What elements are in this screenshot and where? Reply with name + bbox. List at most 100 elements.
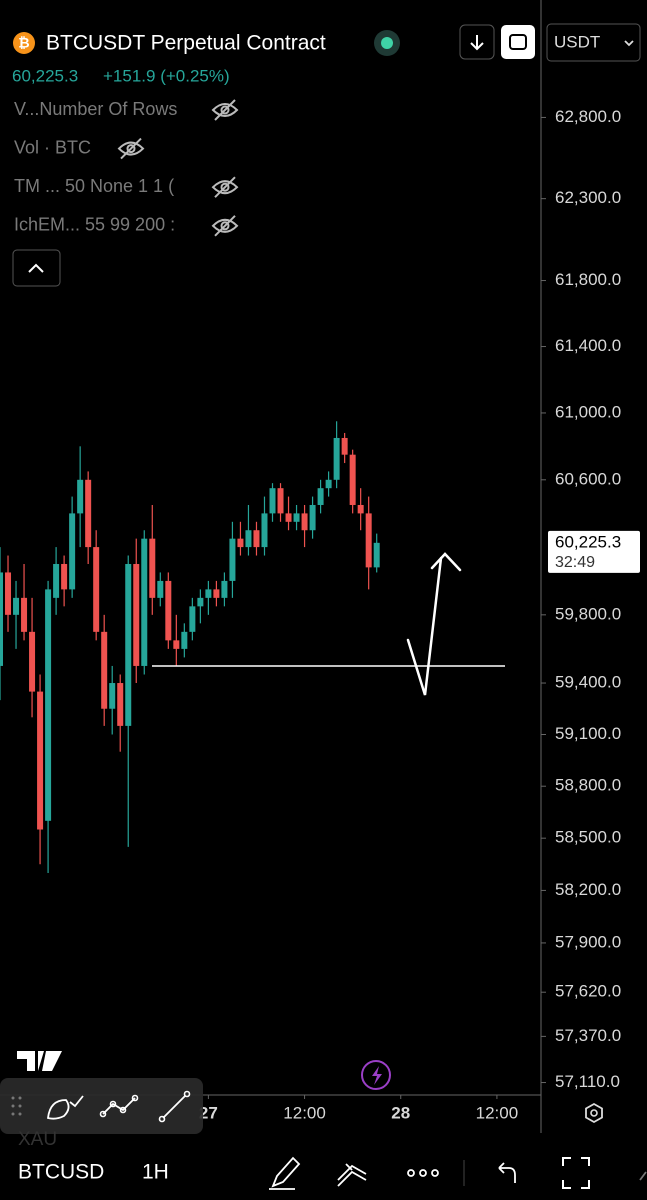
x-tick-label: 28 (391, 1103, 410, 1122)
candle-body (189, 606, 196, 632)
candle-body (109, 683, 116, 709)
hide-toggle[interactable] (211, 99, 239, 121)
candle-body (341, 437, 348, 455)
price-tag (548, 530, 640, 573)
brush-tool[interactable] (47, 1095, 84, 1120)
candle-body (293, 513, 300, 522)
candle-body (69, 513, 76, 590)
hidden-symbol: XAU (18, 1129, 57, 1150)
indicator-label: TM ... 50 None 1 1 ( (14, 176, 174, 196)
toolbar-grip (11, 1096, 22, 1116)
y-tick-label: 57,370.0 (555, 1026, 621, 1045)
candle-body (285, 513, 292, 522)
candle-body (357, 504, 364, 514)
candle-body (301, 513, 308, 531)
drawn-arrow (406, 552, 462, 696)
hide-toggle[interactable] (211, 215, 239, 237)
status-dot (381, 37, 393, 49)
time-axis: 27 12:00 28 12:00 (199, 1095, 518, 1122)
line-tool[interactable] (162, 1095, 186, 1119)
download-icon (470, 35, 484, 51)
candle-body (157, 580, 164, 598)
candle-body (373, 542, 380, 568)
hide-toggle[interactable] (117, 137, 145, 160)
candle-body (85, 479, 92, 548)
y-tick-label: 59,100.0 (555, 724, 621, 743)
candle-body (213, 589, 220, 598)
settings-hub (590, 1109, 598, 1117)
indicator-label: Vol · BTC (14, 137, 91, 157)
candle-body (197, 597, 204, 607)
last-price: 60,225.3 (12, 66, 78, 85)
lightning-icon (372, 1066, 382, 1085)
candle-body (245, 530, 252, 548)
layout-button[interactable] (501, 25, 535, 59)
candle-body (349, 454, 356, 505)
symbol-title[interactable]: BTCUSDT Perpetual Contract (46, 32, 326, 55)
indicator-label: IchEM... 55 99 200 : (14, 215, 175, 235)
y-tick-label: 59,400.0 (555, 673, 621, 692)
candle-body (21, 597, 28, 632)
candle-body (261, 513, 268, 548)
x-tick-label: 27 (199, 1103, 218, 1122)
candle-body (53, 563, 60, 598)
interval[interactable]: 1H (142, 1161, 169, 1184)
y-tick-label: 61,400.0 (555, 336, 621, 355)
eye-pupil (220, 105, 230, 115)
candle-body (5, 572, 12, 615)
candle-body (45, 589, 52, 821)
tradingview-logo (17, 1051, 62, 1071)
undo-button[interactable] (498, 1162, 516, 1183)
y-tick-label: 58,800.0 (555, 776, 621, 795)
collapse-button[interactable] (12, 249, 61, 287)
draw-button[interactable] (269, 1156, 301, 1190)
hide-toggle[interactable] (211, 176, 239, 198)
candle-body (125, 563, 132, 726)
candle-body (205, 589, 212, 598)
layout-icon (509, 34, 527, 50)
indicator-list: V...Number Of Rows Vol · BTC TM ... 50 Non… (14, 97, 241, 239)
candle-body (309, 504, 316, 531)
dropdown-caret (624, 40, 634, 47)
x-tick-label: 12:00 (476, 1103, 519, 1122)
currency-dropdown[interactable] (546, 23, 641, 62)
candle-body (133, 563, 140, 666)
price-tag-price: 60,225.3 (555, 532, 621, 551)
candle-body (173, 640, 180, 649)
candle-body (325, 479, 332, 489)
y-tick-label: 57,110.0 (555, 1072, 620, 1091)
candle-body (181, 631, 188, 649)
candle-body (93, 547, 100, 632)
candle-body (229, 538, 236, 581)
lightning-button[interactable] (361, 1060, 391, 1090)
y-tick-label: 62,800.0 (555, 107, 621, 126)
y-tick-label: 58,200.0 (555, 880, 621, 899)
candle-body (77, 479, 84, 514)
y-tick-label: 57,900.0 (555, 932, 621, 951)
y-tick-label: 57,620.0 (555, 982, 621, 1001)
more-button[interactable] (407, 1169, 439, 1177)
candle-body (333, 437, 340, 480)
price-tag-countdown: 32:49 (555, 554, 595, 571)
eye-pupil (220, 182, 230, 192)
candle-body (253, 530, 260, 548)
candle-body (149, 538, 156, 598)
candle-body (141, 538, 148, 666)
drawing-toolbar (0, 1078, 203, 1134)
indicators-button[interactable] (337, 1163, 367, 1187)
candle-body (13, 597, 20, 615)
candle-body (29, 631, 36, 692)
candle-body (277, 488, 284, 514)
edge-icon (639, 1171, 647, 1181)
y-tick-label: 59,800.0 (555, 604, 621, 623)
plot-area (0, 421, 505, 873)
fullscreen-button[interactable] (562, 1157, 590, 1189)
settings-icon[interactable] (585, 1102, 603, 1124)
footer-symbol[interactable]: BTCUSD (18, 1161, 104, 1184)
y-tick-label: 62,300.0 (555, 188, 621, 207)
path-tool[interactable] (102, 1097, 136, 1115)
eye-pupil (220, 221, 230, 231)
y-tick-label: 61,800.0 (555, 270, 621, 289)
